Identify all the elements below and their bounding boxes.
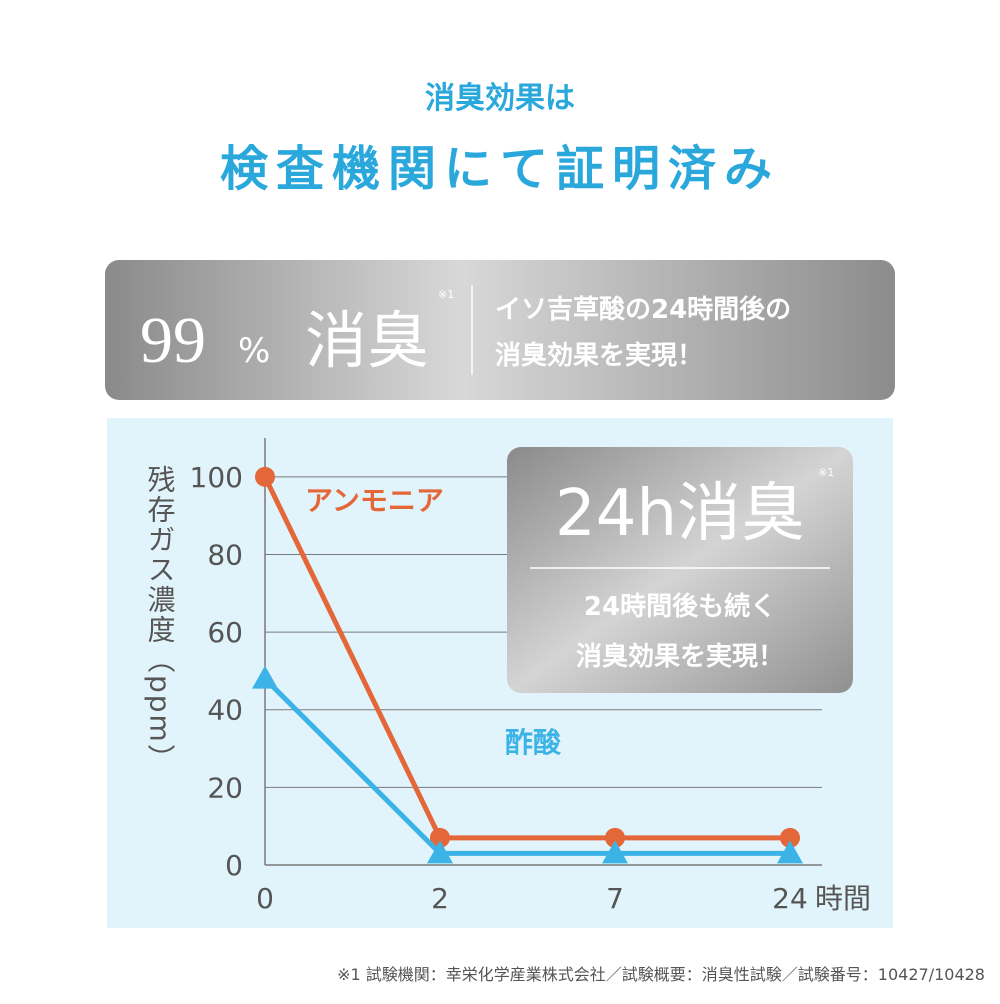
y-tick-label: 100 xyxy=(190,461,243,494)
callout-line: 消臭効果を実現！ xyxy=(576,641,784,672)
marker xyxy=(777,840,803,864)
callout xyxy=(507,447,853,693)
x-tick-label: 7 xyxy=(606,882,624,915)
y-tick-label: 40 xyxy=(207,694,243,727)
note-mark: ※1 xyxy=(438,288,454,301)
callout-big: 24h消臭 xyxy=(555,477,805,551)
x-tick-label: 0 xyxy=(256,882,274,915)
x-tick-label: 24 xyxy=(772,882,808,915)
banner-percent: % xyxy=(238,331,270,371)
y-tick-label: 0 xyxy=(225,849,243,882)
marker xyxy=(427,840,453,864)
marker xyxy=(252,665,278,689)
x-unit: 時間 xyxy=(815,882,871,915)
banner-text: 消臭 xyxy=(305,304,429,377)
callout-line: 24時間後も続く xyxy=(584,591,776,622)
y-tick-label: 60 xyxy=(207,616,243,649)
note-mark: ※1 xyxy=(818,466,834,479)
footnote: ※1 試験機関：幸栄化学産業株式会社／試験概要：消臭性試験／試験番号：10427… xyxy=(337,965,985,984)
series-label: アンモニア xyxy=(305,484,444,517)
marker xyxy=(430,827,450,848)
x-tick-label: 2 xyxy=(431,882,449,915)
subtitle: 消臭効果は xyxy=(425,81,575,116)
y-axis-label: 残存ガス濃度（ppm） xyxy=(144,465,177,774)
marker xyxy=(605,827,625,848)
marker xyxy=(255,466,275,487)
banner-number: 99 xyxy=(140,304,206,377)
marker xyxy=(602,840,628,864)
banner-line: イソ吉草酸の24時間後の xyxy=(495,294,791,325)
banner-line: 消臭効果を実現！ xyxy=(495,340,703,371)
marker xyxy=(780,827,800,848)
y-tick-label: 20 xyxy=(207,771,243,804)
series-line xyxy=(263,676,790,856)
series-label: 酢酸 xyxy=(505,726,562,759)
banner xyxy=(105,260,895,400)
y-tick-label: 80 xyxy=(207,538,243,571)
series-line xyxy=(262,475,790,841)
title: 検査機関にて証明済み xyxy=(220,141,780,197)
